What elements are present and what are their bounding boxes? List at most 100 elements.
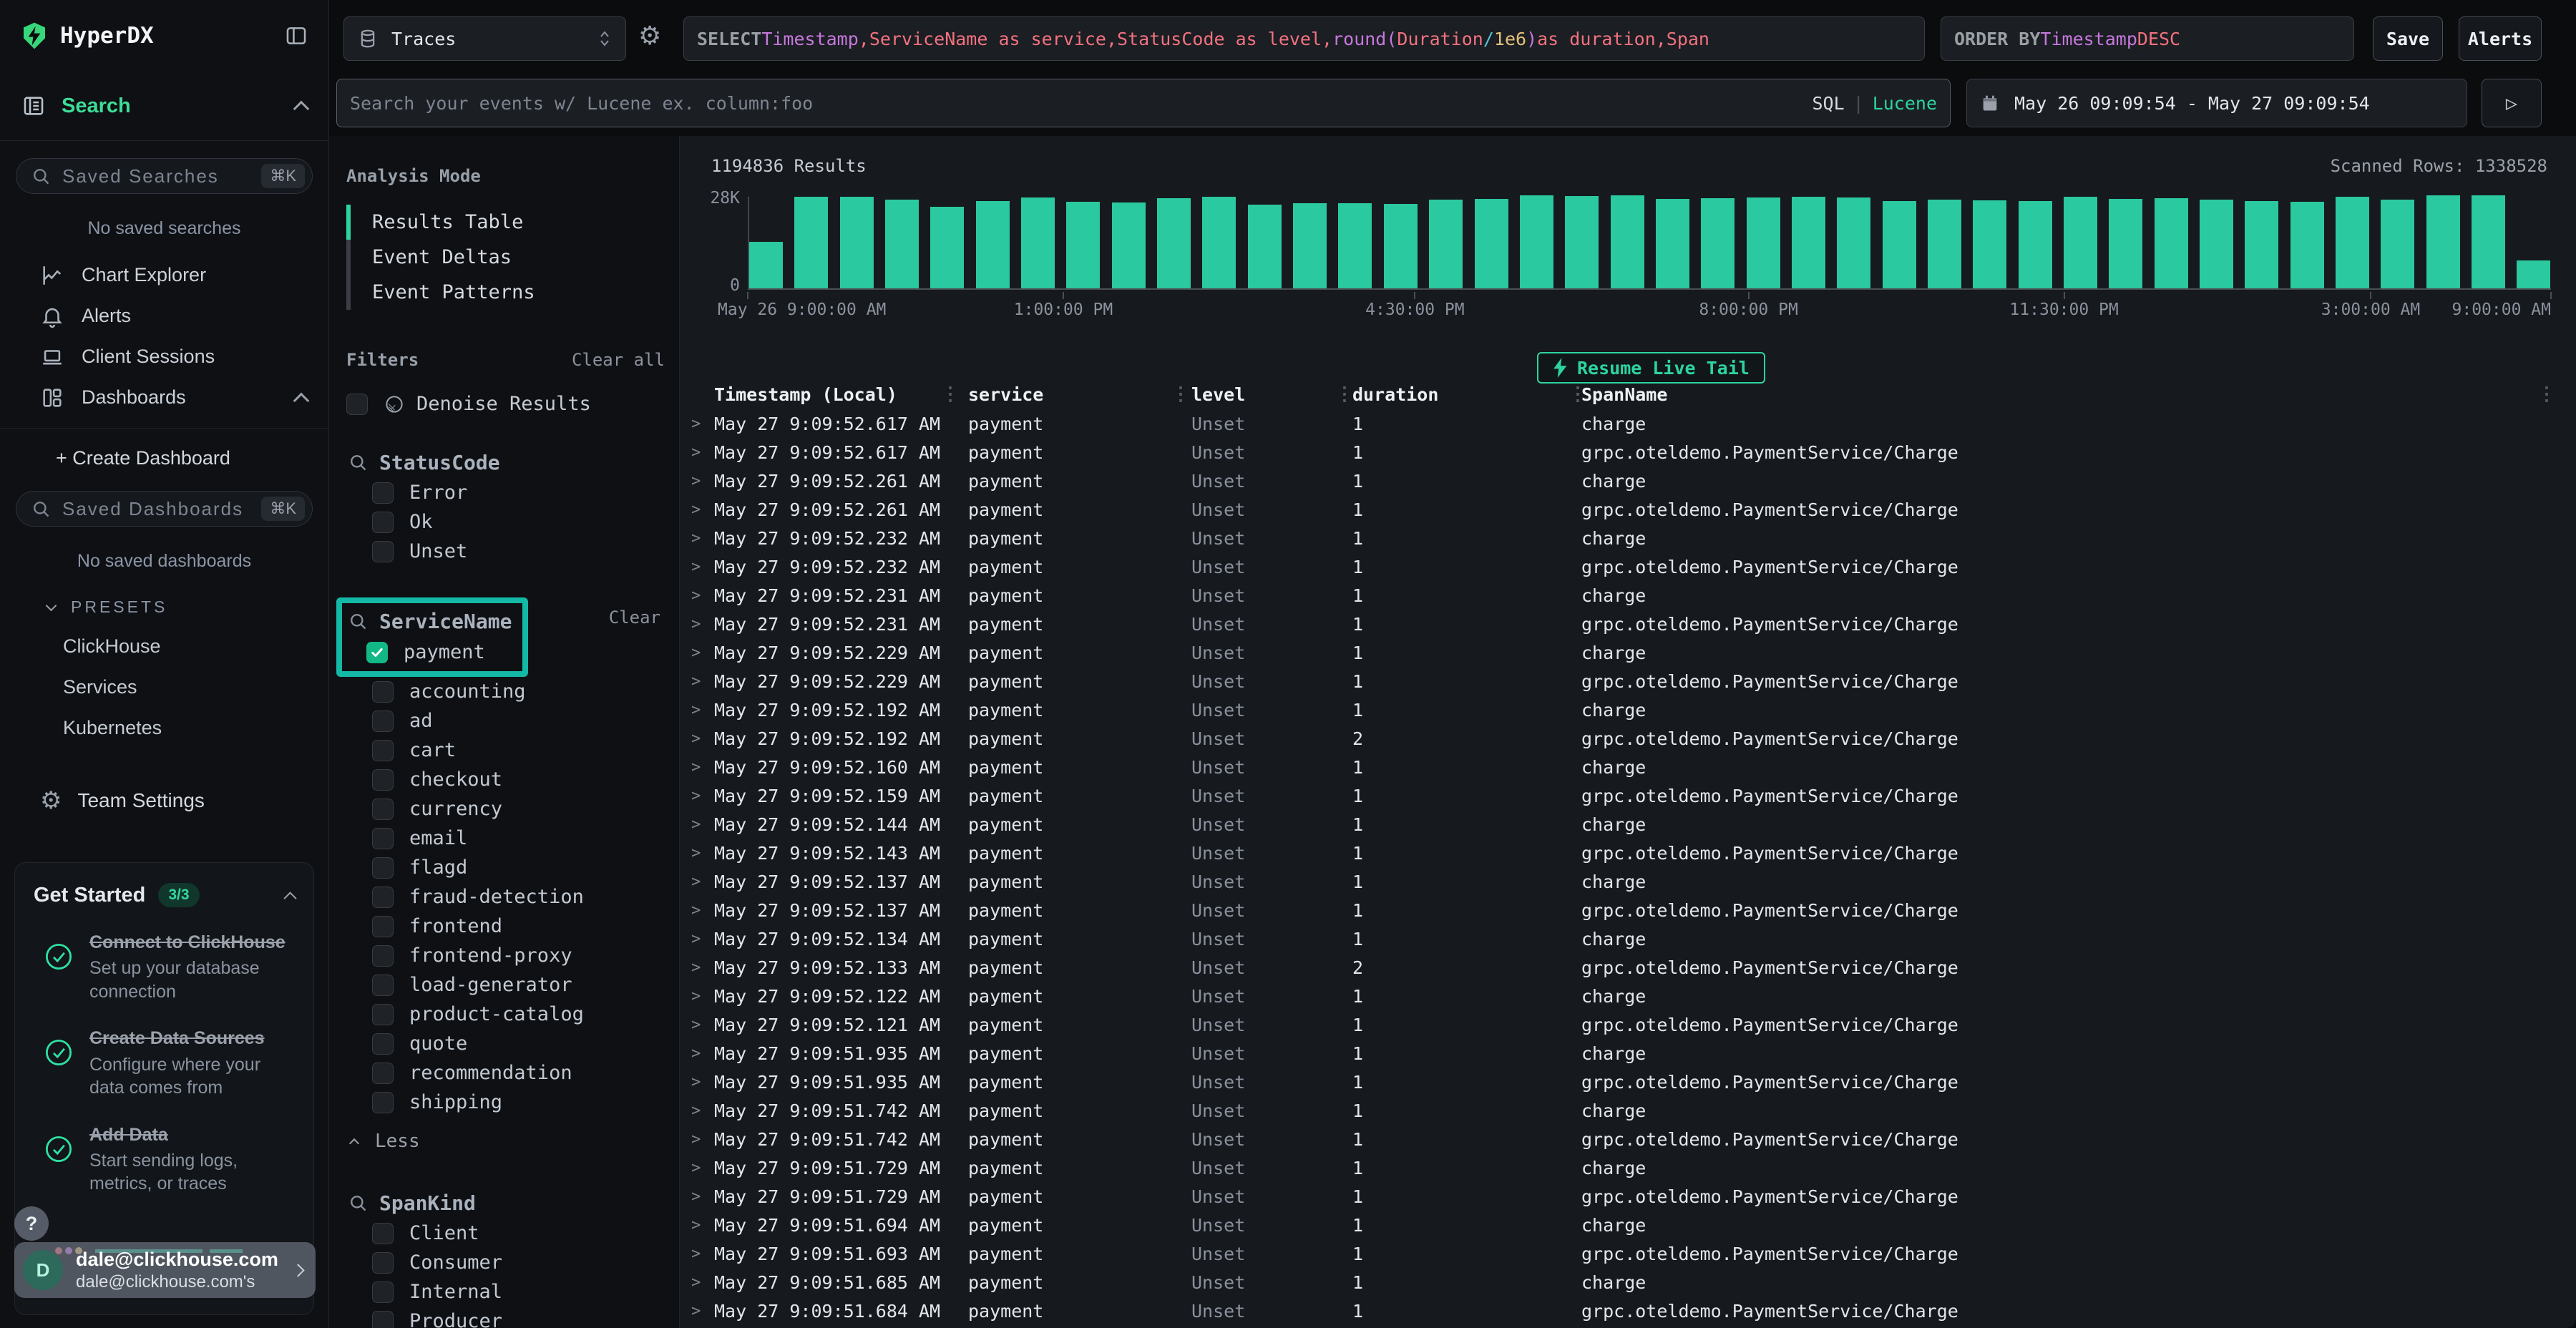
- table-row[interactable]: >May 27 9:09:52.229 AMpaymentUnset1charg…: [680, 638, 2576, 667]
- column-header-spanname[interactable]: SpanName: [1567, 384, 2576, 405]
- row-expand-chevron-icon[interactable]: >: [680, 1216, 714, 1234]
- checkbox[interactable]: [372, 1092, 394, 1113]
- histogram-bar[interactable]: [1112, 202, 1146, 288]
- filter-option-unset[interactable]: Unset: [346, 537, 665, 566]
- filter-option-payment[interactable]: payment: [346, 638, 522, 667]
- histogram-bar[interactable]: [840, 197, 874, 288]
- table-row[interactable]: >May 27 9:09:52.137 AMpaymentUnset1grpc.…: [680, 896, 2576, 924]
- source-select[interactable]: Traces: [343, 16, 626, 61]
- filter-option-flagd[interactable]: flagd: [346, 853, 665, 882]
- checkbox[interactable]: [372, 799, 394, 820]
- create-dashboard-button[interactable]: + Create Dashboard: [56, 447, 328, 469]
- histogram-bar[interactable]: [2336, 197, 2369, 288]
- histogram-bar[interactable]: [2200, 200, 2233, 288]
- histogram-bar[interactable]: [1747, 197, 1780, 288]
- source-settings-gear-icon[interactable]: ⚙: [638, 21, 661, 51]
- sidebar-preset-kubernetes[interactable]: Kubernetes: [63, 717, 328, 739]
- table-row[interactable]: >May 27 9:09:52.617 AMpaymentUnset1charg…: [680, 409, 2576, 438]
- filter-option-consumer[interactable]: Consumer: [346, 1248, 665, 1277]
- sidebar-collapse-icon[interactable]: [284, 24, 308, 48]
- histogram-bar[interactable]: [1973, 200, 2006, 288]
- table-row[interactable]: >May 27 9:09:52.617 AMpaymentUnset1grpc.…: [680, 438, 2576, 467]
- row-expand-chevron-icon[interactable]: >: [680, 787, 714, 805]
- column-resize-handle[interactable]: ⋮: [941, 384, 960, 405]
- histogram-bar[interactable]: [749, 242, 783, 288]
- table-row[interactable]: >May 27 9:09:52.261 AMpaymentUnset1grpc.…: [680, 495, 2576, 524]
- filter-option-frontend-proxy[interactable]: frontend-proxy: [346, 941, 665, 970]
- row-expand-chevron-icon[interactable]: >: [680, 558, 714, 576]
- row-expand-chevron-icon[interactable]: >: [680, 1302, 714, 1320]
- histogram-bar[interactable]: [1837, 197, 1870, 288]
- histogram-bar[interactable]: [1021, 197, 1055, 288]
- histogram-bar[interactable]: [1701, 198, 1735, 288]
- event-search-input[interactable]: Search your events w/ Lucene ex. column:…: [336, 79, 1951, 127]
- table-row[interactable]: >May 27 9:09:52.160 AMpaymentUnset1charg…: [680, 753, 2576, 781]
- table-row[interactable]: >May 27 9:09:52.229 AMpaymentUnset1grpc.…: [680, 667, 2576, 695]
- sidebar-item-dashboards[interactable]: Dashboards: [0, 377, 328, 418]
- filter-option-currency[interactable]: currency: [346, 794, 665, 824]
- table-row[interactable]: >May 27 9:09:52.232 AMpaymentUnset1grpc.…: [680, 552, 2576, 581]
- row-expand-chevron-icon[interactable]: >: [680, 701, 714, 719]
- user-account-chip[interactable]: D dale@clickhouse.com dale@clickhouse.co…: [14, 1242, 316, 1298]
- table-row[interactable]: >May 27 9:09:52.133 AMpaymentUnset2grpc.…: [680, 953, 2576, 982]
- column-resize-handle[interactable]: ⋮: [1171, 384, 1190, 405]
- histogram-bar[interactable]: [1475, 199, 1508, 288]
- filter-option-ok[interactable]: Ok: [346, 507, 665, 537]
- filter-option-shipping[interactable]: shipping: [346, 1088, 665, 1117]
- histogram-bar[interactable]: [1611, 195, 1644, 288]
- table-row[interactable]: >May 27 9:09:51.694 AMpaymentUnset1charg…: [680, 1211, 2576, 1239]
- checkbox[interactable]: [372, 740, 394, 761]
- histogram-bar[interactable]: [1883, 201, 1916, 288]
- table-row[interactable]: >May 27 9:09:51.729 AMpaymentUnset1charg…: [680, 1153, 2576, 1182]
- histogram-bar[interactable]: [1429, 200, 1463, 288]
- table-row[interactable]: >May 27 9:09:51.729 AMpaymentUnset1grpc.…: [680, 1182, 2576, 1211]
- column-settings-icon[interactable]: ⋮: [2537, 384, 2556, 405]
- column-resize-handle[interactable]: ⋮: [1335, 384, 1354, 405]
- presets-toggle[interactable]: PRESETS: [47, 597, 328, 617]
- filter-option-cart[interactable]: cart: [346, 736, 665, 765]
- histogram-bar[interactable]: [1384, 204, 1418, 288]
- histogram-bar[interactable]: [2290, 202, 2324, 288]
- row-expand-chevron-icon[interactable]: >: [680, 816, 714, 834]
- checkbox[interactable]: [372, 1252, 394, 1274]
- table-row[interactable]: >May 27 9:09:51.742 AMpaymentUnset1charg…: [680, 1096, 2576, 1125]
- checkbox[interactable]: [372, 1063, 394, 1084]
- column-header-service[interactable]: service: [968, 384, 1191, 405]
- row-expand-chevron-icon[interactable]: >: [680, 930, 714, 948]
- checkbox-checked[interactable]: [366, 642, 388, 663]
- row-expand-chevron-icon[interactable]: >: [680, 415, 714, 433]
- row-expand-chevron-icon[interactable]: >: [680, 1274, 714, 1292]
- saved-dashboards-input[interactable]: Saved Dashboards ⌘K: [16, 491, 313, 527]
- histogram-bar[interactable]: [1293, 203, 1327, 288]
- sidebar-item-team-settings[interactable]: ⚙ Team Settings: [40, 786, 328, 815]
- sql-select-editor[interactable]: SELECT Timestamp, ServiceName as service…: [683, 16, 1925, 61]
- filter-option-accounting[interactable]: accounting: [346, 677, 665, 706]
- filter-option-quote[interactable]: quote: [346, 1029, 665, 1058]
- checkbox[interactable]: [372, 1281, 394, 1303]
- row-expand-chevron-icon[interactable]: >: [680, 758, 714, 776]
- filter-option-load-generator[interactable]: load-generator: [346, 970, 665, 1000]
- table-row[interactable]: >May 27 9:09:51.935 AMpaymentUnset1charg…: [680, 1039, 2576, 1068]
- save-button[interactable]: Save: [2373, 16, 2443, 61]
- histogram-bar[interactable]: [1066, 202, 1100, 288]
- table-row[interactable]: >May 27 9:09:52.121 AMpaymentUnset1grpc.…: [680, 1010, 2576, 1039]
- date-range-picker[interactable]: May 26 09:09:54 - May 27 09:09:54: [1966, 79, 2467, 127]
- row-expand-chevron-icon[interactable]: >: [680, 644, 714, 662]
- filter-option-checkout[interactable]: checkout: [346, 765, 665, 794]
- row-expand-chevron-icon[interactable]: >: [680, 1073, 714, 1091]
- row-expand-chevron-icon[interactable]: >: [680, 673, 714, 690]
- histogram-bar[interactable]: [885, 200, 919, 288]
- histogram-bar[interactable]: [2472, 195, 2505, 288]
- table-row[interactable]: >May 27 9:09:52.134 AMpaymentUnset1charg…: [680, 924, 2576, 953]
- column-header-level[interactable]: level: [1191, 384, 1352, 405]
- row-expand-chevron-icon[interactable]: >: [680, 1188, 714, 1206]
- table-row[interactable]: >May 27 9:09:52.192 AMpaymentUnset1charg…: [680, 695, 2576, 724]
- row-expand-chevron-icon[interactable]: >: [680, 1159, 714, 1177]
- row-expand-chevron-icon[interactable]: >: [680, 1102, 714, 1120]
- histogram-bar[interactable]: [1202, 197, 1236, 288]
- row-expand-chevron-icon[interactable]: >: [680, 730, 714, 748]
- row-expand-chevron-icon[interactable]: >: [680, 959, 714, 977]
- table-row[interactable]: >May 27 9:09:51.742 AMpaymentUnset1grpc.…: [680, 1125, 2576, 1153]
- histogram-bar[interactable]: [930, 207, 964, 288]
- row-expand-chevron-icon[interactable]: >: [680, 1131, 714, 1148]
